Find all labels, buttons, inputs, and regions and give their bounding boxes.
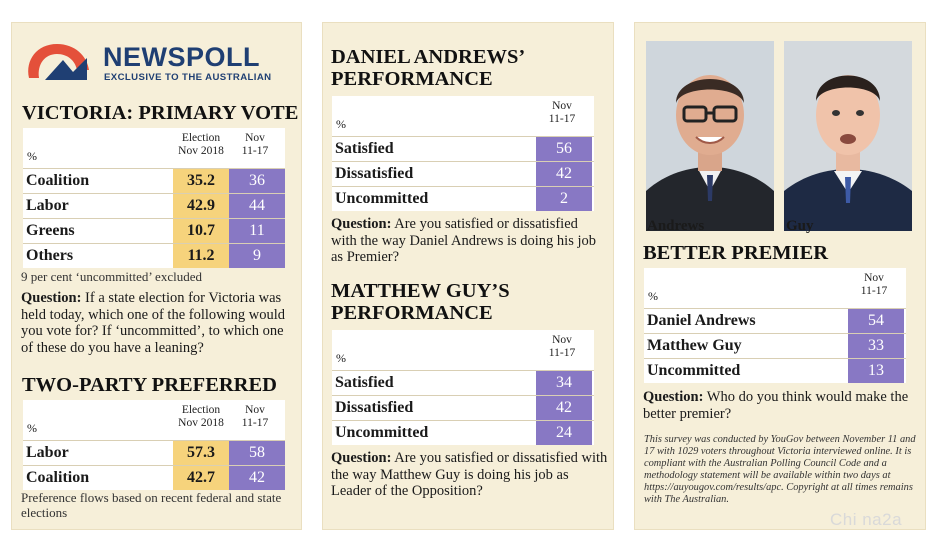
andrews-caption: Andrews [647, 218, 705, 234]
table-row: Uncommitted 13 [644, 358, 906, 383]
nov-column-header: Nov 11-17 [241, 132, 269, 157]
andrews-performance-title: DANIEL ANDREWS’ PERFORMANCE [331, 46, 526, 90]
election-column-header: Election Nov 2018 [178, 404, 224, 429]
table-header: % Nov 11-17 [332, 330, 594, 370]
election-value: 42.9 [173, 194, 229, 218]
guy-caption: Guy [786, 218, 814, 234]
row-label: Coalition [26, 172, 90, 189]
table-row: Matthew Guy 33 [644, 333, 906, 358]
nov-value: 42 [536, 396, 592, 420]
primary-vote-question: Question: If a state election for Victor… [21, 290, 286, 356]
row-label: Satisfied [335, 374, 394, 391]
andrews-photo [646, 41, 774, 231]
row-label: Dissatisfied [335, 165, 414, 182]
table-row: Coalition 42.7 42 [23, 465, 285, 490]
two-party-table: % Election Nov 2018 Nov 11-17 Labor 57.3… [23, 400, 285, 490]
nov-value: 13 [848, 359, 904, 383]
row-label: Greens [26, 222, 75, 239]
methodology-note: This survey was conducted by YouGov betw… [644, 434, 916, 505]
nov-value: 56 [536, 137, 592, 161]
nov-value: 2 [536, 187, 592, 211]
preference-note: Preference flows based on recent federal… [21, 490, 282, 520]
election-value: 10.7 [173, 219, 229, 243]
percent-label: % [336, 351, 346, 365]
nov-value: 54 [848, 309, 904, 333]
nov-value: 58 [229, 441, 285, 465]
table-header: % Election Nov 2018 Nov 11-17 [23, 128, 285, 168]
nov-column-header: Nov 11-17 [241, 404, 269, 429]
table-row: Dissatisfied 42 [332, 395, 594, 420]
election-value: 42.7 [173, 466, 229, 490]
table-row: Uncommitted 24 [332, 420, 594, 445]
table-row: Dissatisfied 42 [332, 161, 594, 186]
row-label: Uncommitted [647, 362, 741, 379]
nov-value: 33 [848, 334, 904, 358]
nov-column-header: Nov 11-17 [548, 100, 576, 125]
table-row: Labor 42.9 44 [23, 193, 285, 218]
row-label: Labor [26, 444, 69, 461]
primary-vote-table: % Election Nov 2018 Nov 11-17 Coalition … [23, 128, 285, 268]
primary-vote-title: VICTORIA: PRIMARY VOTE [22, 102, 299, 124]
two-party-title: TWO-PARTY PREFERRED [22, 374, 277, 396]
andrews-performance-table: % Nov 11-17 Satisfied 56 Dissatisfied 42… [332, 96, 594, 211]
table-header: % Nov 11-17 [332, 96, 594, 136]
percent-label: % [27, 421, 37, 435]
better-premier-title: BETTER PREMIER [643, 242, 829, 264]
table-row: Coalition 35.2 36 [23, 168, 285, 193]
nov-value: 42 [536, 162, 592, 186]
row-label: Matthew Guy [647, 337, 742, 354]
row-label: Daniel Andrews [647, 312, 756, 329]
nov-value: 24 [536, 421, 592, 445]
nov-value: 9 [229, 244, 285, 268]
newspoll-logo: NEWSPOLL EXCLUSIVE TO THE AUSTRALIAN [23, 38, 293, 88]
percent-label: % [336, 117, 346, 131]
watermark: Chi na2a [830, 510, 903, 529]
percent-label: % [648, 289, 658, 303]
table-row: Satisfied 34 [332, 370, 594, 395]
election-value: 35.2 [173, 169, 229, 193]
table-header: % Election Nov 2018 Nov 11-17 [23, 400, 285, 440]
election-value: 57.3 [173, 441, 229, 465]
election-column-header: Election Nov 2018 [178, 132, 224, 157]
better-premier-panel: Andrews Guy BETTER PREMIER % Nov 11-17 D… [634, 22, 926, 530]
table-row: Greens 10.7 11 [23, 218, 285, 243]
row-label: Others [26, 247, 74, 264]
guy-photo [784, 41, 912, 231]
nov-column-header: Nov 11-17 [548, 334, 576, 359]
table-row: Daniel Andrews 54 [644, 308, 906, 333]
nov-column-header: Nov 11-17 [860, 272, 888, 297]
guy-performance-title: MATTHEW GUY’S PERFORMANCE [331, 280, 510, 324]
logo-tagline: EXCLUSIVE TO THE AUSTRALIAN [104, 72, 272, 83]
primary-vote-panel: NEWSPOLL EXCLUSIVE TO THE AUSTRALIAN VIC… [11, 22, 302, 530]
row-label: Uncommitted [335, 190, 429, 207]
row-label: Labor [26, 197, 69, 214]
better-premier-question: Question: Who do you think would make th… [643, 389, 909, 422]
nov-value: 36 [229, 169, 285, 193]
guy-performance-table: % Nov 11-17 Satisfied 34 Dissatisfied 42… [332, 330, 594, 445]
percent-label: % [27, 149, 37, 163]
andrews-performance-question: Question: Are you satisfied or dissatisf… [331, 216, 597, 265]
better-premier-table: % Nov 11-17 Daniel Andrews 54 Matthew Gu… [644, 268, 906, 383]
table-header: % Nov 11-17 [644, 268, 906, 308]
newspoll-mark-icon [28, 44, 89, 80]
nov-value: 11 [229, 219, 285, 243]
logo-brand: NEWSPOLL [103, 42, 260, 72]
election-value: 11.2 [173, 244, 229, 268]
row-label: Coalition [26, 469, 90, 486]
uncommitted-note: 9 per cent ‘uncommitted’ excluded [21, 269, 202, 284]
table-row: Labor 57.3 58 [23, 440, 285, 465]
nov-value: 34 [536, 371, 592, 395]
table-row: Uncommitted 2 [332, 186, 594, 211]
performance-panel: DANIEL ANDREWS’ PERFORMANCE % Nov 11-17 … [322, 22, 614, 530]
table-row: Others 11.2 9 [23, 243, 285, 268]
row-label: Uncommitted [335, 424, 429, 441]
row-label: Satisfied [335, 140, 394, 157]
guy-performance-question: Question: Are you satisfied or dissatisf… [331, 450, 608, 499]
table-row: Satisfied 56 [332, 136, 594, 161]
row-label: Dissatisfied [335, 399, 414, 416]
nov-value: 42 [229, 466, 285, 490]
nov-value: 44 [229, 194, 285, 218]
